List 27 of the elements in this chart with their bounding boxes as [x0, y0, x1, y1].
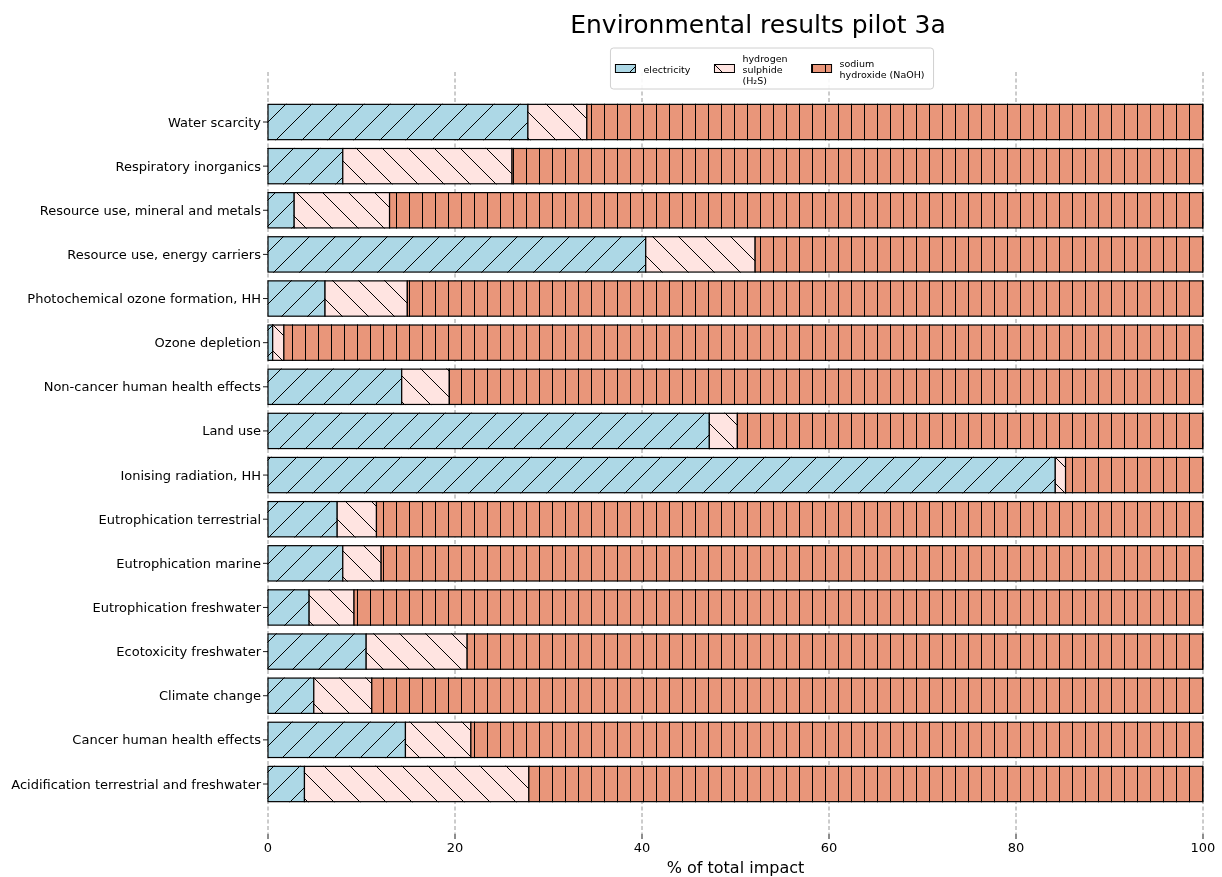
y-tick-label: Resource use, mineral and metals [39, 202, 262, 218]
y-tick-label: Eutrophication terrestrial [98, 511, 261, 527]
y-tick-label: Land use [202, 423, 261, 439]
y-tick-label: Eutrophication freshwater [92, 600, 262, 616]
x-tick-label: 40 [633, 840, 651, 855]
y-tick-label: Ionising radiation, HH [120, 467, 261, 483]
y-tick-label: Eutrophication marine [116, 555, 261, 571]
legend-label: hydrogen sulphide (H₂S) [742, 52, 788, 85]
x-axis-title: % of total impact [666, 858, 805, 877]
x-tick-label: 20 [446, 840, 464, 855]
y-tick-label: Water scarcity [167, 114, 262, 130]
y-tick-label: Photochemical ozone formation, HH [27, 291, 261, 307]
x-tick-label: 100 [1190, 840, 1216, 855]
y-tick-label: Respiratory inorganics [115, 158, 262, 174]
y-tick-label: Ecotoxicity freshwater [116, 644, 262, 660]
x-tick-label: 0 [263, 840, 273, 855]
y-tick-label: Ozone depletion [154, 335, 261, 351]
y-tick-label: Non-cancer human health effects [43, 379, 262, 395]
legend-label: sodium hydroxide (NaOH) [839, 57, 925, 80]
y-tick-label: Climate change [158, 688, 261, 704]
y-tick-label: Acidification terrestrial and freshwater [11, 776, 262, 792]
x-tick-label: 60 [820, 840, 838, 855]
legend-label: electricity [643, 63, 691, 74]
y-tick-label: Cancer human health effects [72, 732, 262, 748]
y-tick-label: Resource use, energy carriers [67, 246, 262, 262]
x-tick-label: 80 [1007, 840, 1025, 855]
chart-title: Environmental results pilot 3a [570, 10, 946, 39]
